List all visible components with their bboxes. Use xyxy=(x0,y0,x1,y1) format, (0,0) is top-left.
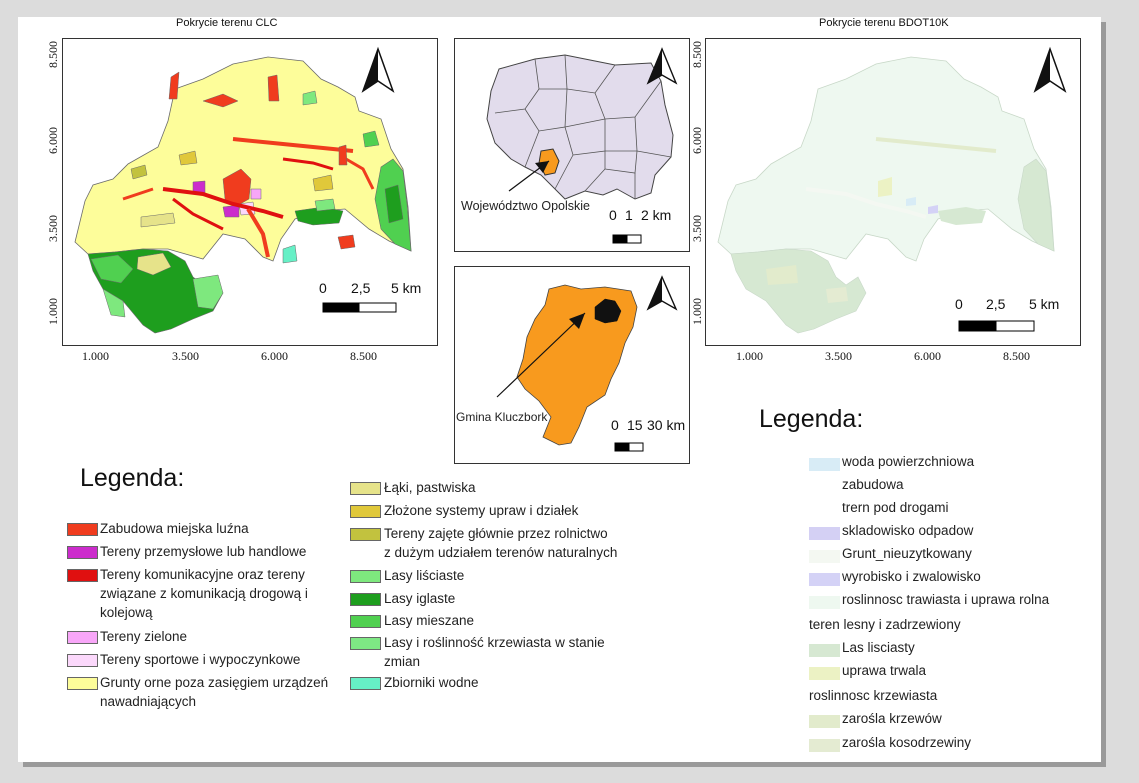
legend-swatch xyxy=(67,523,98,536)
legend-swatch xyxy=(809,527,840,540)
legend-swatch xyxy=(350,615,381,628)
poland-voivodeships-map xyxy=(486,47,678,244)
legend-swatch xyxy=(350,593,381,606)
bdot-land-cover-map xyxy=(717,46,1067,334)
clc-scale-label-2: 5 km xyxy=(391,280,422,296)
clc-legend-item: Tereny przemysłowe lub handlowe xyxy=(100,544,307,559)
legend-swatch xyxy=(809,715,840,728)
clc-legend-item: Tereny zajęte głównie przez rolnictwo z … xyxy=(384,526,618,560)
bdot-y-tick: 1.000 xyxy=(690,298,704,325)
bdot-y-tick: 6.000 xyxy=(690,127,704,154)
clc-legend-item: Tereny komunikacyjne oraz tereny związan… xyxy=(100,567,308,620)
bdot-scale-label-0: 0 xyxy=(955,296,963,312)
legend-swatch xyxy=(809,644,840,657)
poland-inset-annotation: Województwo Opolskie xyxy=(461,199,590,213)
opolskie-scale-label-0: 0 xyxy=(611,417,619,433)
north-arrow-icon xyxy=(646,275,678,311)
legend-swatch xyxy=(809,458,840,471)
clc-legend-item: Lasy i roślinność krzewiasta w stanie zm… xyxy=(384,635,605,669)
legend-swatch xyxy=(350,528,381,541)
north-arrow-icon xyxy=(1033,46,1067,93)
legend-swatch xyxy=(67,546,98,559)
bdot-legend-item: wyrobisko i zwalowisko xyxy=(842,569,981,584)
clc-legend-item: Lasy liściaste xyxy=(384,568,465,583)
poland-inset-frame[interactable] xyxy=(454,38,690,252)
clc-legend-item: Tereny sportowe i wypoczynkowe xyxy=(100,652,301,667)
legend-swatch xyxy=(350,482,381,495)
legend-swatch xyxy=(350,570,381,583)
clc-legend-title: Legenda: xyxy=(80,464,185,492)
bdot-legend-item: trern pod drogami xyxy=(842,500,949,515)
clc-x-tick: 6.000 xyxy=(261,349,288,363)
clc-legend-item: Grunty orne poza zasięgiem urządzeń nawa… xyxy=(100,675,329,709)
bdot-legend-group-header: teren lesny i zadrzewiony xyxy=(809,617,961,632)
legend-swatch xyxy=(67,654,98,667)
bdot-y-tick: 8.500 xyxy=(690,41,704,68)
clc-y-tick: 8.500 xyxy=(46,41,60,68)
legend-swatch xyxy=(809,739,840,752)
clc-map-frame[interactable] xyxy=(62,38,438,346)
poland-scale-label-2: 2 km xyxy=(641,207,672,223)
north-arrow-icon xyxy=(361,46,395,93)
bdot-legend-item: skladowisko odpadow xyxy=(842,523,974,538)
bdot-legend-item: uprawa trwala xyxy=(842,663,927,678)
poland-scale-label-1: 1 xyxy=(625,207,633,223)
clc-map-title: Pokrycie terenu CLC xyxy=(176,17,278,29)
clc-legend-item: Lasy mieszane xyxy=(384,613,475,628)
clc-x-tick: 1.000 xyxy=(82,349,109,363)
clc-y-tick: 6.000 xyxy=(46,127,60,154)
legend-swatch xyxy=(809,596,840,609)
bdot-map-title: Pokrycie terenu BDOT10K xyxy=(819,17,949,29)
bdot-legend-title: Legenda: xyxy=(759,405,864,433)
bdot-legend-item: roslinnosc trawiasta i uprawa rolna xyxy=(842,592,1050,607)
clc-y-tick: 3.500 xyxy=(46,215,60,242)
clc-scale-label-1: 2,5 xyxy=(351,280,371,296)
legend-swatch xyxy=(809,667,840,680)
clc-legend-item: Tereny zielone xyxy=(100,629,188,644)
legend-swatch xyxy=(809,573,840,586)
clc-legend-item: Zbiorniki wodne xyxy=(384,675,479,690)
legend-swatch xyxy=(350,637,381,650)
bdot-scale-label-1: 2,5 xyxy=(986,296,1006,312)
opolskie-voivodeship-map xyxy=(496,275,678,452)
clc-y-tick: 1.000 xyxy=(46,298,60,325)
legend-swatch xyxy=(67,677,98,690)
north-arrow-icon xyxy=(646,47,678,85)
bdot-legend-item: zarośla kosodrzewiny xyxy=(842,735,972,750)
bdot-x-tick: 3.500 xyxy=(825,349,852,363)
bdot-legend-item: Grunt_nieuzytkowany xyxy=(842,546,972,561)
opolskie-inset-annotation: Gmina Kluczbork xyxy=(456,410,548,424)
bdot-x-tick: 6.000 xyxy=(914,349,941,363)
clc-land-cover-map xyxy=(74,46,412,334)
bdot-y-tick: 3.500 xyxy=(690,215,704,242)
poland-scale-label-0: 0 xyxy=(609,207,617,223)
clc-legend-item: Zabudowa miejska luźna xyxy=(100,521,249,536)
clc-legend-item: Złożone systemy upraw i działek xyxy=(384,503,579,518)
bdot-scale-label-2: 5 km xyxy=(1029,296,1060,312)
bdot-legend-item: woda powierzchniowa xyxy=(842,454,975,469)
opolskie-scale-label-1: 15 xyxy=(627,417,643,433)
legend-swatch xyxy=(67,631,98,644)
legend-swatch xyxy=(350,505,381,518)
clc-x-tick: 8.500 xyxy=(350,349,377,363)
bdot-x-tick: 8.500 xyxy=(1003,349,1030,363)
bdot-legend-group-header: roslinnosc krzewiasta xyxy=(809,688,938,703)
bdot-map-frame[interactable] xyxy=(705,38,1081,346)
bdot-legend-item: zabudowa xyxy=(842,477,904,492)
legend-swatch xyxy=(809,550,840,563)
bdot-x-tick: 1.000 xyxy=(736,349,763,363)
clc-x-tick: 3.500 xyxy=(172,349,199,363)
clc-scale-label-0: 0 xyxy=(319,280,327,296)
bdot-legend-item: zarośla krzewów xyxy=(842,711,942,726)
clc-legend-item: Lasy iglaste xyxy=(384,591,456,606)
legend-swatch xyxy=(350,677,381,690)
clc-legend-item: Łąki, pastwiska xyxy=(384,480,476,495)
opolskie-inset-frame[interactable] xyxy=(454,266,690,464)
legend-swatch xyxy=(67,569,98,582)
bdot-legend-item: Las lisciasty xyxy=(842,640,915,655)
opolskie-scale-label-2: 30 km xyxy=(647,417,686,433)
